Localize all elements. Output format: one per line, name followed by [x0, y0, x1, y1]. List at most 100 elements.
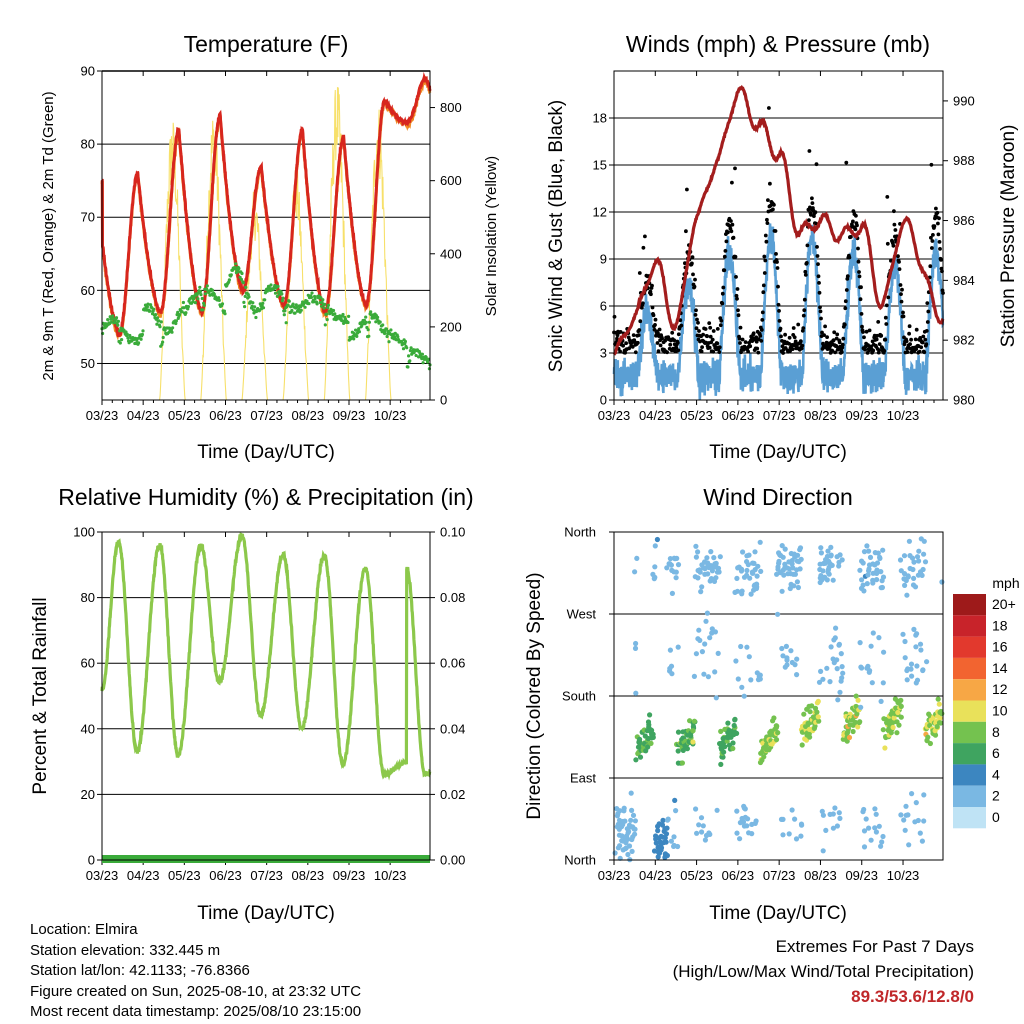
- dewpoint-point: [191, 300, 195, 304]
- dewpoint-point: [160, 342, 164, 347]
- direction-point: [861, 549, 868, 555]
- direction-point: [880, 547, 886, 553]
- direction-ytick-label: West: [567, 607, 597, 622]
- dewpoint-point: [201, 308, 205, 312]
- direction-point: [773, 737, 780, 743]
- gust-point: [676, 348, 681, 353]
- gust-point: [696, 320, 700, 325]
- gust-point: [892, 222, 897, 227]
- direction-point: [655, 828, 661, 834]
- direction-point: [837, 815, 843, 822]
- legend-swatch: [953, 807, 986, 829]
- gust-point: [755, 346, 760, 351]
- gust-point: [638, 319, 643, 324]
- direction-point: [702, 641, 708, 647]
- direction-point: [801, 711, 807, 717]
- humidity-ytick-right-label: 0.08: [440, 590, 465, 605]
- gust-point: [833, 350, 838, 355]
- direction-point: [864, 581, 870, 587]
- dewpoint-point: [137, 341, 141, 345]
- direction-point: [748, 591, 754, 597]
- gust-point: [693, 277, 697, 282]
- direction-point: [799, 742, 805, 748]
- gust-point: [758, 334, 763, 338]
- direction-point: [633, 757, 639, 763]
- direction-point: [921, 551, 927, 557]
- direction-point: [734, 588, 741, 594]
- dewpoint-point: [299, 308, 303, 312]
- gust-point: [816, 274, 821, 279]
- humidity-xtick-label: 05/23: [168, 868, 201, 883]
- gust-point: [803, 273, 808, 277]
- gust-point: [621, 343, 625, 348]
- dewpoint-point: [148, 309, 152, 313]
- temperature-ytick-right-label: 600: [440, 173, 462, 188]
- dewpoint-point: [205, 284, 209, 288]
- direction-point: [671, 834, 677, 840]
- dewpoint-point: [247, 295, 251, 299]
- winds-xtick-label: 08/23: [804, 408, 837, 423]
- solar-insolation-line: [200, 120, 227, 401]
- direction-point: [645, 744, 651, 750]
- direction-point: [917, 830, 923, 836]
- direction-point: [707, 635, 713, 641]
- gust-point: [650, 305, 655, 310]
- dewpoint-point: [309, 295, 313, 299]
- gust-point: [842, 322, 847, 327]
- gust-point: [856, 246, 860, 251]
- direction-point: [910, 566, 916, 573]
- gust-point: [864, 329, 869, 334]
- direction-point: [914, 631, 920, 637]
- dewpoint-point: [267, 285, 271, 289]
- dewpoint-point: [297, 307, 301, 311]
- direction-point: [725, 720, 731, 726]
- direction-point: [654, 536, 661, 543]
- direction-point: [906, 842, 912, 848]
- direction-point: [633, 640, 639, 647]
- direction-point: [713, 560, 719, 567]
- dewpoint-point: [158, 325, 162, 329]
- gust-point: [707, 345, 712, 350]
- dewpoint-point: [193, 301, 197, 305]
- dewpoint-point: [171, 326, 175, 330]
- direction-point: [828, 552, 834, 558]
- gust-point: [655, 341, 660, 345]
- direction-point: [925, 734, 931, 740]
- humidity-xtick-label: 10/23: [374, 868, 407, 883]
- direction-point: [900, 631, 906, 637]
- direction-point: [825, 548, 831, 554]
- direction-point: [713, 695, 719, 701]
- gust-point: [905, 350, 910, 354]
- direction-point: [700, 823, 706, 829]
- direction-point: [857, 640, 863, 646]
- dewpoint-point: [342, 321, 346, 325]
- figure-created: Figure created on Sun, 2025-08-10, at 23…: [30, 982, 362, 1000]
- direction-point: [878, 843, 884, 849]
- direction-point: [895, 709, 901, 716]
- direction-point: [846, 734, 853, 741]
- direction-point: [664, 817, 671, 823]
- temperature-ytick-right-label: 800: [440, 100, 462, 115]
- station-info: Location: Elmira Station elevation: 332.…: [30, 920, 361, 1023]
- direction-point: [830, 577, 836, 583]
- gust-point: [780, 344, 785, 349]
- gust-point: [917, 349, 922, 354]
- direction-point: [667, 556, 674, 562]
- direction-point: [739, 684, 745, 690]
- gust-point: [936, 221, 940, 226]
- gust-point: [726, 230, 730, 235]
- humidity-xlabel: Time (Day/UTC): [197, 903, 335, 924]
- gust-point: [734, 293, 739, 298]
- gust-point: [854, 213, 858, 218]
- dewpoint-point: [161, 340, 165, 344]
- dewpoint-point: [141, 329, 145, 333]
- dewpoint-point: [367, 320, 371, 324]
- dewpoint-point: [367, 334, 371, 338]
- direction-point: [690, 728, 696, 734]
- legend-label: 4: [992, 766, 1000, 782]
- direction-point: [775, 611, 781, 617]
- winds-ytick-right-label: 990: [953, 93, 975, 108]
- gust-point: [931, 233, 935, 237]
- gust-point: [875, 333, 880, 338]
- direction-point: [751, 560, 757, 567]
